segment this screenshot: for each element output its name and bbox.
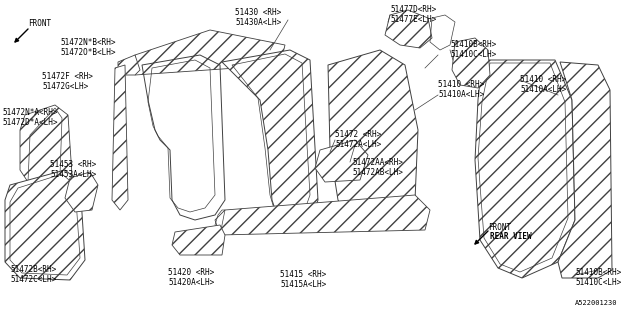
Polygon shape [222,50,318,225]
Polygon shape [452,38,490,88]
Text: FRONT: FRONT [488,223,511,232]
Text: 51477D<RH>
51477E<LH>: 51477D<RH> 51477E<LH> [390,5,436,24]
Text: 51410 <RH>
51410A<LH>: 51410 <RH> 51410A<LH> [438,80,484,100]
Polygon shape [20,105,72,190]
Polygon shape [475,60,575,278]
Text: 51472F <RH>
51472G<LH>: 51472F <RH> 51472G<LH> [42,72,93,92]
Text: 51410 <RH>
51410A<LH>: 51410 <RH> 51410A<LH> [520,75,566,94]
Polygon shape [135,30,285,75]
Text: 51472 <RH>
51472A<LH>: 51472 <RH> 51472A<LH> [335,130,381,149]
Text: A522001230: A522001230 [575,300,618,306]
Polygon shape [172,225,225,255]
Polygon shape [215,195,430,235]
Text: 51453 <RH>
51453A<LH>: 51453 <RH> 51453A<LH> [50,160,96,180]
Text: 51472N*B<RH>
51472O*B<LH>: 51472N*B<RH> 51472O*B<LH> [60,38,115,57]
Text: 51415 <RH>
51415A<LH>: 51415 <RH> 51415A<LH> [280,270,326,289]
Polygon shape [118,55,140,75]
Text: 51410B<RH>
51410C<LH>: 51410B<RH> 51410C<LH> [450,40,496,60]
Text: 51420 <RH>
51420A<LH>: 51420 <RH> 51420A<LH> [168,268,214,287]
Text: FRONT: FRONT [28,19,51,28]
Text: 51410B<RH>
51410C<LH>: 51410B<RH> 51410C<LH> [575,268,621,287]
Polygon shape [328,50,418,230]
Polygon shape [65,172,98,212]
Text: 51472B<RH>
51472C<LH>: 51472B<RH> 51472C<LH> [10,265,56,284]
Polygon shape [5,170,85,280]
Polygon shape [315,140,368,182]
Text: 51472N*A<RH>
51472D*A<LH>: 51472N*A<RH> 51472D*A<LH> [2,108,58,127]
Text: 51430 <RH>
51430A<LH>: 51430 <RH> 51430A<LH> [235,8,281,28]
Text: 51472AA<RH>
51472AB<LH>: 51472AA<RH> 51472AB<LH> [352,158,403,177]
Polygon shape [558,62,612,278]
Text: REAR VIEW: REAR VIEW [490,232,532,241]
Polygon shape [112,65,128,210]
Polygon shape [385,10,432,48]
